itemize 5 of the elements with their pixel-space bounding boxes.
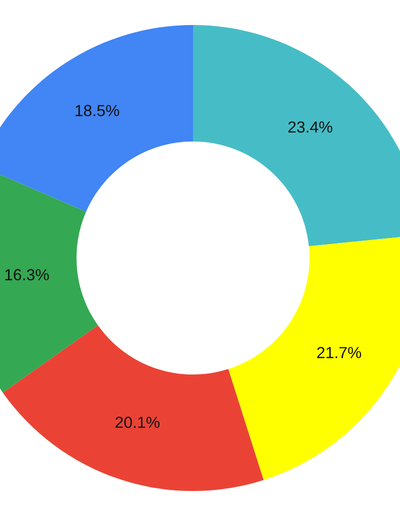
data-label: 20.1% [116,416,160,428]
data-label: 21.7% [317,346,362,358]
data-label: 16.3% [5,269,49,280]
data-label: 18.5% [76,104,120,116]
data-label: 23.4% [288,121,332,133]
